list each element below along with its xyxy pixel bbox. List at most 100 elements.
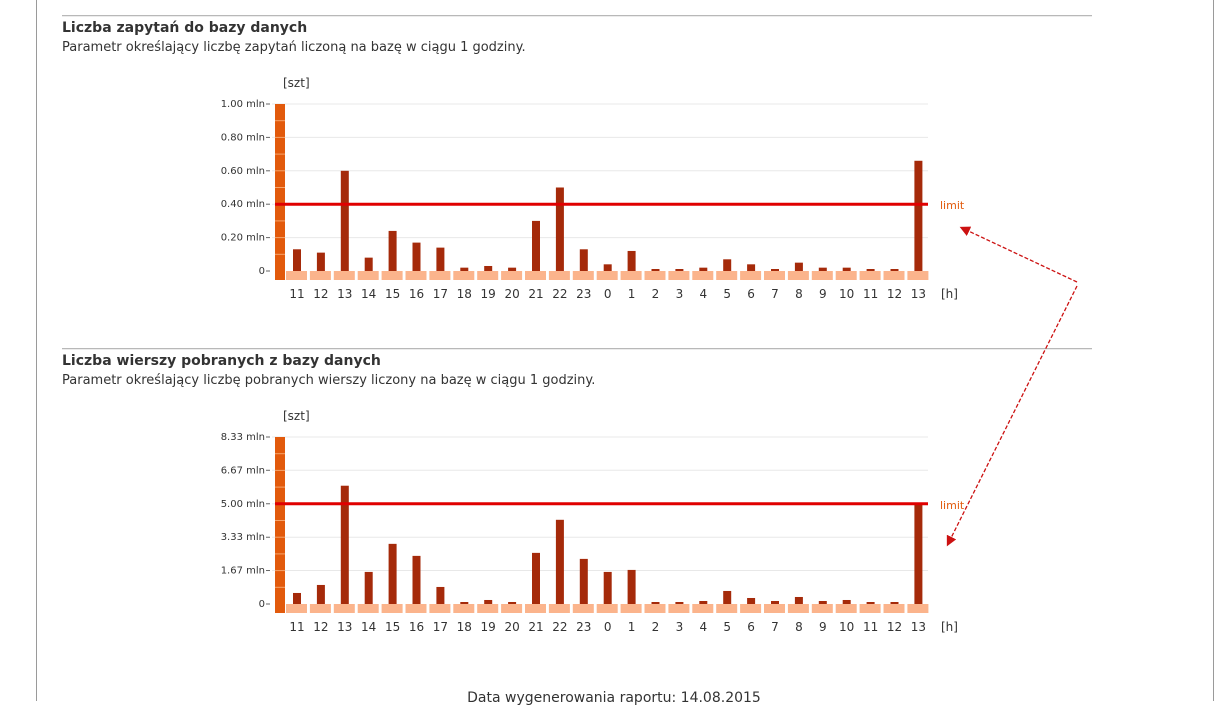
x-tick-label: 9: [819, 287, 827, 301]
x-tick-label: 8: [795, 620, 803, 634]
bar: [794, 596, 803, 604]
baseline-block: [596, 604, 618, 613]
baseline-block: [525, 604, 546, 613]
x-tick-label: 3: [676, 287, 684, 301]
x-tick-label: 11: [289, 287, 304, 301]
section-divider: [62, 15, 1092, 17]
baseline-block: [787, 604, 809, 613]
bar: [627, 250, 636, 271]
baseline-block: [716, 271, 738, 280]
baseline-block: [716, 604, 738, 613]
bar: [842, 599, 851, 604]
baseline-block: [309, 271, 331, 280]
bar: [890, 601, 899, 604]
y-axis-label: [szt]: [283, 76, 310, 90]
x-tick-label: 15: [385, 287, 400, 301]
x-tick-label: 9: [819, 620, 827, 634]
x-tick-label: 12: [887, 287, 902, 301]
x-tick-label: 12: [313, 287, 328, 301]
x-tick-label: 11: [863, 620, 878, 634]
baseline-block: [764, 604, 785, 613]
bar: [651, 602, 660, 604]
x-tick-label: 11: [863, 287, 878, 301]
baseline-block: [620, 604, 642, 613]
baseline-block: [740, 271, 762, 280]
baseline-block: [477, 604, 499, 613]
y-tick-label: 8.33 mln: [221, 432, 265, 443]
y-tick-label: 0.60 mln: [221, 166, 265, 177]
bar: [508, 601, 517, 604]
bar: [818, 267, 827, 271]
baseline-block: [309, 604, 331, 613]
baseline-block: [405, 271, 427, 280]
bar: [651, 269, 660, 271]
x-tick-label: 18: [457, 620, 472, 634]
section-title: Liczba wierszy pobranych z bazy danych: [62, 353, 381, 369]
limit-label: limit: [940, 199, 965, 212]
x-tick-label: 6: [747, 620, 755, 634]
bar: [675, 601, 684, 604]
x-tick-label: 18: [457, 287, 472, 301]
x-tick-label: 20: [504, 287, 519, 301]
bar: [484, 265, 493, 271]
bar: [771, 269, 779, 271]
bar: [316, 252, 325, 271]
arrow-to-limit-1: [959, 226, 1078, 283]
x-tick-label: 7: [771, 620, 779, 634]
report-generated-date: Data wygenerowania raportu: 14.08.2015: [467, 690, 761, 706]
x-tick-label: 7: [771, 287, 779, 301]
x-axis-label: [h]: [941, 620, 958, 634]
x-tick-label: 13: [337, 287, 352, 301]
x-tick-label: 17: [433, 287, 448, 301]
baseline-block: [357, 271, 379, 280]
baseline-block: [907, 604, 929, 613]
x-tick-label: 12: [313, 620, 328, 634]
x-tick-label: 15: [385, 620, 400, 634]
baseline-block: [333, 604, 355, 613]
bar: [364, 571, 373, 604]
baseline-block: [811, 271, 833, 280]
bar: [316, 584, 325, 604]
x-tick-label: 10: [839, 287, 854, 301]
baseline-block: [381, 604, 403, 613]
y-tick-label: 0.80 mln: [221, 132, 265, 143]
x-tick-label: 21: [528, 287, 543, 301]
baseline-block: [525, 271, 546, 280]
y-tick-label: 0.40 mln: [221, 199, 265, 210]
x-tick-label: 14: [361, 287, 376, 301]
y-axis-bar: [275, 104, 285, 280]
page-frame-left: [36, 0, 37, 701]
bar: [699, 600, 708, 604]
bar: [771, 600, 779, 604]
x-tick-label: 13: [911, 620, 926, 634]
bar: [364, 257, 373, 271]
bar: [603, 264, 612, 271]
x-tick-label: 4: [699, 620, 707, 634]
bar: [747, 264, 756, 271]
x-tick-label: 13: [337, 620, 352, 634]
x-tick-label: 20: [504, 620, 519, 634]
y-axis-bar: [275, 437, 285, 613]
bar: [723, 259, 732, 271]
bar: [460, 267, 469, 271]
bar: [866, 269, 875, 271]
bar: [914, 160, 923, 271]
y-tick-label: 3.33 mln: [221, 532, 265, 543]
bar: [794, 262, 803, 271]
baseline-block: [501, 604, 523, 613]
bar: [532, 220, 540, 271]
bar: [436, 247, 445, 271]
baseline-block: [644, 604, 666, 613]
baseline-block: [453, 604, 475, 613]
bar: [293, 249, 301, 271]
x-tick-label: 10: [839, 620, 854, 634]
bar: [914, 502, 923, 604]
x-tick-label: 2: [652, 620, 660, 634]
x-tick-label: 23: [576, 287, 591, 301]
baseline-block: [333, 271, 355, 280]
baseline-block: [811, 604, 833, 613]
bar: [890, 269, 899, 271]
baseline-block: [453, 271, 475, 280]
baseline-block: [859, 271, 881, 280]
